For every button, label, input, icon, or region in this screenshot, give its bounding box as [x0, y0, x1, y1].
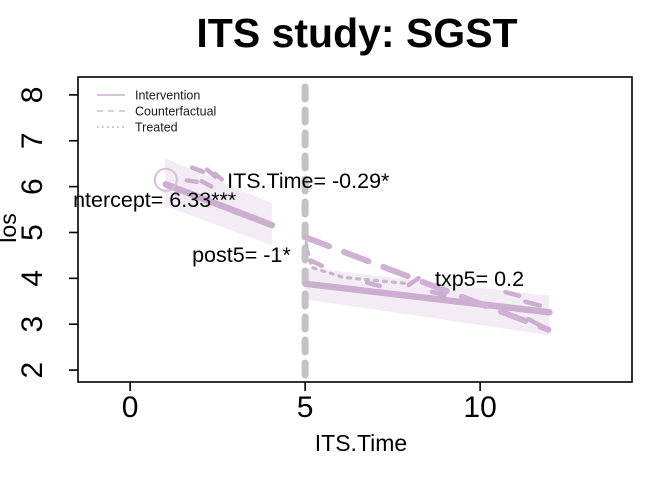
data-point-dash	[503, 289, 522, 299]
data-point-dash	[199, 179, 214, 189]
y-tick-label: 6	[16, 178, 49, 195]
annotation-3: txp5= 0.2	[435, 267, 524, 291]
x-axis-label: ITS.Time	[315, 430, 407, 456]
legend-label-solid: Intervention	[135, 89, 200, 103]
plot-border	[77, 76, 633, 383]
legend-label-dashed: Counterfactual	[135, 105, 216, 119]
x-tick-label: 10	[463, 391, 496, 424]
intervention-pre-line	[162, 181, 276, 229]
annotation-2: post5= -1*	[192, 243, 291, 267]
x-tick-label: 0	[122, 391, 139, 424]
annotation-1: ITS.Time= -0.29*	[227, 169, 390, 193]
data-point-dash	[212, 171, 225, 182]
treated-line	[304, 241, 409, 285]
y-tick-label: 5	[16, 224, 49, 241]
data-point-dash	[364, 280, 382, 289]
chart-title: ITS study: SGST	[196, 10, 518, 56]
y-tick-label: 4	[16, 270, 49, 287]
legend-label-dotted: Treated	[135, 121, 178, 135]
y-tick-label: 3	[16, 316, 49, 333]
data-point-dash	[184, 178, 199, 185]
data-point-dash	[406, 275, 421, 288]
data-point-dash	[526, 316, 545, 329]
data-point-dash	[429, 289, 447, 298]
x-tick-label: 5	[297, 391, 314, 424]
start-marker-circle	[153, 167, 178, 192]
data-point-dash	[523, 299, 543, 308]
data-point-dash	[308, 258, 325, 268]
y-tick-label: 8	[16, 87, 49, 104]
y-axis-label: los	[0, 213, 21, 242]
annotation-0: ntercept= 6.33***	[73, 188, 237, 212]
data-point-dash	[189, 165, 206, 174]
y-tick-label: 2	[16, 362, 49, 379]
counterfactual-line	[301, 234, 552, 333]
intervention-post-line	[302, 280, 553, 316]
y-tick-label: 7	[16, 132, 49, 149]
